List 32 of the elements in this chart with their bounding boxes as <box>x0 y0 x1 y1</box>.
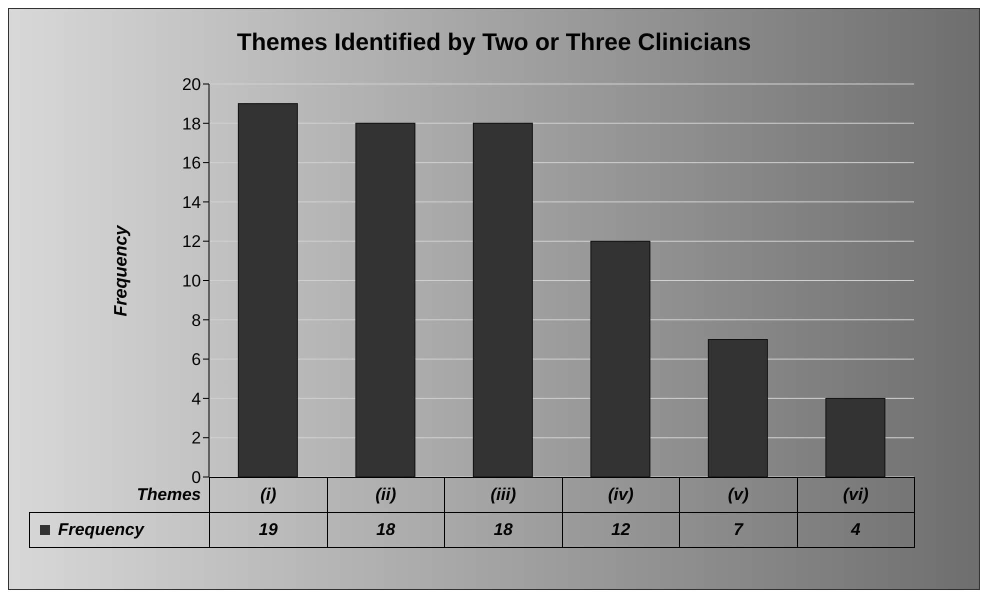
data-label: 19 <box>209 512 328 548</box>
y-tick-label: 0 <box>192 468 201 488</box>
y-tick-label: 20 <box>182 75 201 94</box>
y-tick-label: 4 <box>192 389 201 408</box>
data-label: 18 <box>444 512 562 548</box>
data-label: 18 <box>326 512 445 548</box>
bar <box>825 398 886 477</box>
x-tick-label: (ii) <box>326 477 445 513</box>
bar <box>590 240 650 477</box>
y-tick-label: 16 <box>182 154 201 173</box>
y-tick-label: 14 <box>182 192 201 212</box>
data-label: 7 <box>679 512 798 548</box>
text: Frequency <box>29 512 210 548</box>
x-tick-label: (iii) <box>444 477 562 513</box>
y-tick-label: 8 <box>192 310 201 330</box>
y-tick-label: 6 <box>192 350 201 370</box>
y-tick-label: 2 <box>192 428 201 448</box>
y-tick-label: 10 <box>182 272 201 291</box>
bar <box>238 103 298 477</box>
bar <box>355 122 416 477</box>
bar <box>708 338 768 477</box>
y-axis-title: Frequency <box>110 225 132 317</box>
x-tick-label: (vi) <box>796 477 915 513</box>
chart-title: Themes Identified by Two or Three Clinicians <box>236 29 752 57</box>
x-tick-label: (i) <box>209 477 328 513</box>
data-label: 4 <box>796 512 915 548</box>
y-tick-label: 12 <box>182 232 201 252</box>
x-tick-label: (iv) <box>562 477 680 513</box>
y-tick-label: 18 <box>182 114 201 134</box>
bar <box>472 122 533 477</box>
x-tick-label: (v) <box>679 477 798 513</box>
data-label: 12 <box>562 512 680 548</box>
